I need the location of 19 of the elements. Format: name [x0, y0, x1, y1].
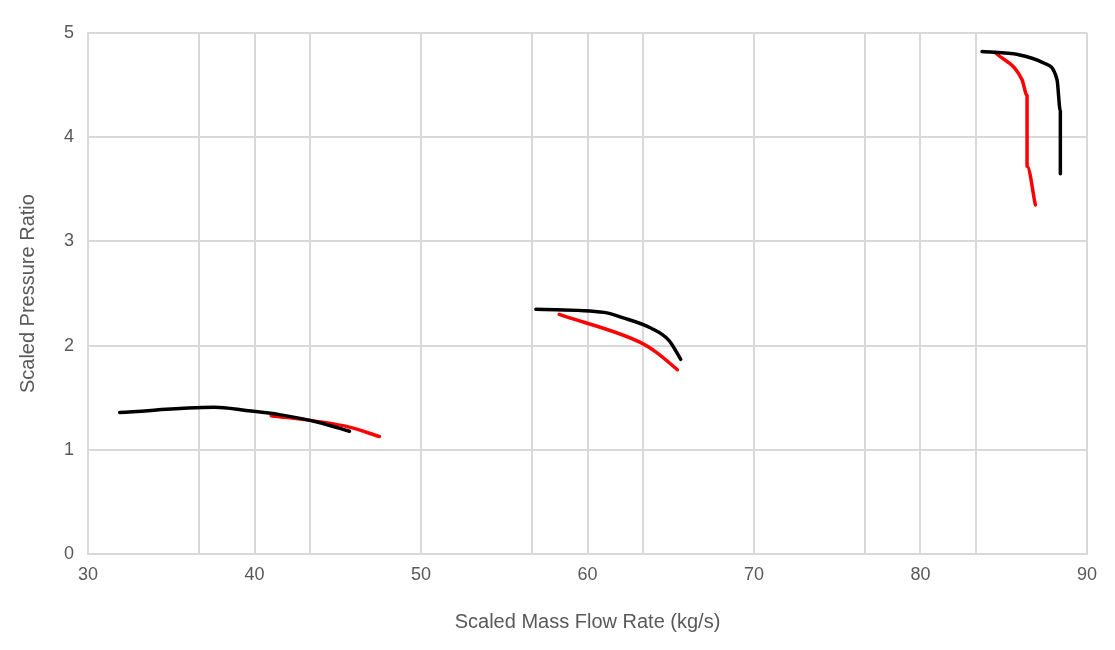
- y-tick-label: 5: [64, 21, 75, 42]
- line-series: [534, 307, 683, 362]
- x-tick-label: 40: [244, 564, 265, 585]
- x-tick-label: 80: [910, 564, 931, 585]
- x-tick-label: 50: [410, 564, 432, 585]
- line-series: [980, 49, 1063, 176]
- y-tick-label: 4: [64, 126, 75, 147]
- x-tick-label: 30: [78, 564, 99, 585]
- y-tick-label: 1: [64, 439, 75, 460]
- y-tick-label: 3: [64, 230, 75, 251]
- y-tick-label: 2: [64, 334, 75, 355]
- x-tick-label: 60: [577, 564, 598, 585]
- x-tick-label: 90: [1076, 564, 1097, 585]
- y-axis-title: Scaled Pressure Ratio: [15, 194, 38, 394]
- y-tick-label: 0: [64, 543, 75, 564]
- x-axis-title: Scaled Mass Flow Rate (kg/s): [454, 609, 721, 632]
- x-tick-label: 70: [743, 564, 765, 585]
- line-series: [117, 405, 352, 434]
- line-series: [557, 312, 680, 372]
